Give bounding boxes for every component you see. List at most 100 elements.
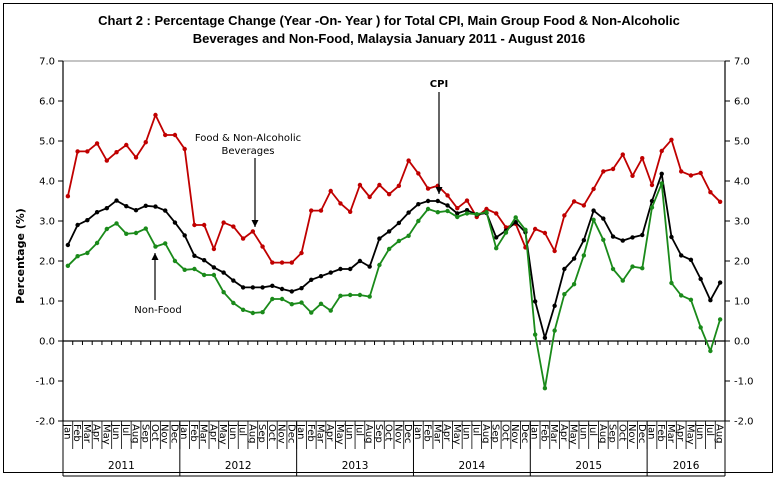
month-label: Sep (373, 424, 384, 443)
month-label: May (684, 424, 695, 445)
data-point-cpi (221, 270, 226, 275)
data-point-food-non-alcoholic-beverages (163, 132, 168, 138)
y-tick-label-right: 1.0 (734, 297, 750, 308)
data-point-cpi (571, 256, 577, 261)
month-label: Jan (529, 423, 540, 439)
data-point-food-non-alcoholic-beverages (192, 222, 197, 228)
data-point-food-non-alcoholic-beverages (357, 182, 363, 188)
data-point-non-food (114, 221, 119, 226)
data-point-non-food (65, 263, 71, 268)
data-point-cpi (153, 204, 158, 209)
data-point-cpi (435, 198, 441, 204)
data-point-food-non-alcoholic-beverages (717, 199, 723, 204)
data-point-cpi (717, 280, 723, 285)
data-point-cpi (630, 235, 635, 240)
month-label: Jul (237, 423, 248, 436)
month-label: Jun (344, 423, 355, 440)
y-tick-label-left: 4.0 (39, 177, 55, 188)
data-point-cpi (347, 266, 353, 272)
month-label: Jun (227, 423, 238, 440)
annotation-cpi-label: CPI (430, 79, 448, 90)
data-point-cpi (211, 265, 217, 270)
month-label: Jul (470, 423, 481, 436)
data-point-non-food (396, 238, 402, 244)
year-label: 2012 (225, 460, 252, 472)
data-point-food-non-alcoholic-beverages (455, 206, 460, 211)
data-point-non-food (688, 297, 694, 302)
data-point-cpi (240, 285, 246, 290)
month-label: Jan (178, 423, 189, 439)
month-label: Feb (655, 424, 666, 442)
data-point-food-non-alcoholic-beverages (562, 213, 567, 218)
data-point-cpi (552, 303, 557, 308)
data-point-food-non-alcoholic-beverages (445, 193, 450, 198)
data-point-cpi (231, 278, 236, 283)
data-point-non-food (318, 301, 324, 306)
data-point-cpi (649, 198, 655, 204)
y-tick-label-right: 3.0 (734, 217, 750, 228)
month-label: Mar (314, 424, 325, 444)
data-point-cpi (172, 220, 178, 225)
month-label: Sep (139, 424, 150, 443)
data-point-cpi (591, 208, 596, 213)
data-point-cpi (532, 299, 538, 304)
data-point-cpi (143, 203, 148, 208)
data-point-food-non-alcoholic-beverages (338, 201, 343, 206)
month-label: Oct (499, 424, 510, 441)
data-point-cpi (377, 236, 382, 241)
month-label: Jan (412, 423, 423, 439)
data-point-cpi (289, 289, 294, 294)
data-point-food-non-alcoholic-beverages (172, 132, 178, 138)
data-point-food-non-alcoholic-beverages (620, 152, 625, 157)
data-point-non-food (367, 294, 372, 299)
month-label: Jun (577, 423, 588, 440)
data-point-food-non-alcoholic-beverages (532, 226, 538, 232)
data-point-cpi (386, 229, 392, 234)
data-point-non-food (445, 208, 450, 214)
data-point-cpi (610, 234, 616, 239)
data-point-food-non-alcoholic-beverages (182, 146, 187, 152)
data-point-food-non-alcoholic-beverages (649, 182, 655, 188)
month-label: Dec (402, 424, 413, 443)
data-point-food-non-alcoholic-beverages (289, 260, 294, 265)
data-point-non-food (630, 264, 635, 269)
data-point-non-food (124, 231, 129, 236)
data-point-non-food (250, 310, 256, 316)
data-point-non-food (192, 266, 197, 272)
data-point-non-food (289, 302, 294, 307)
data-point-food-non-alcoholic-beverages (698, 170, 703, 176)
data-point-non-food (425, 206, 431, 212)
data-point-non-food (717, 317, 723, 322)
month-label: Feb (188, 424, 199, 442)
data-point-cpi (182, 233, 187, 238)
data-point-non-food (377, 262, 382, 268)
data-point-non-food (435, 210, 441, 215)
data-point-food-non-alcoholic-beverages (299, 250, 304, 256)
data-point-non-food (270, 296, 275, 302)
month-label: Nov (626, 424, 637, 444)
chart-title-line-1: Chart 2 : Percentage Change (Year -On- Y… (98, 13, 680, 28)
y-tick-label-left: 5.0 (39, 137, 55, 148)
data-point-non-food (172, 258, 178, 264)
month-label: Dec (519, 424, 530, 443)
data-point-food-non-alcoholic-beverages (396, 183, 402, 188)
data-point-non-food (659, 181, 664, 186)
month-label: Jan (295, 423, 306, 439)
data-point-food-non-alcoholic-beverages (552, 248, 557, 254)
data-point-non-food (386, 246, 392, 252)
data-point-cpi (455, 211, 460, 216)
data-point-food-non-alcoholic-beverages (610, 166, 616, 172)
data-point-cpi (250, 285, 256, 290)
data-point-non-food (347, 292, 353, 298)
month-label: Aug (597, 424, 608, 444)
data-point-cpi (309, 277, 314, 282)
data-point-non-food (279, 296, 285, 302)
month-label: Mar (548, 424, 559, 444)
annotation-cpi-arrow-head (435, 187, 443, 194)
data-point-food-non-alcoholic-beverages (318, 208, 324, 213)
data-point-non-food (94, 240, 100, 246)
data-point-non-food (455, 214, 460, 220)
month-label: Oct (266, 424, 277, 441)
y-tick-label-left: 0.0 (39, 337, 55, 348)
data-point-non-food (75, 254, 80, 259)
